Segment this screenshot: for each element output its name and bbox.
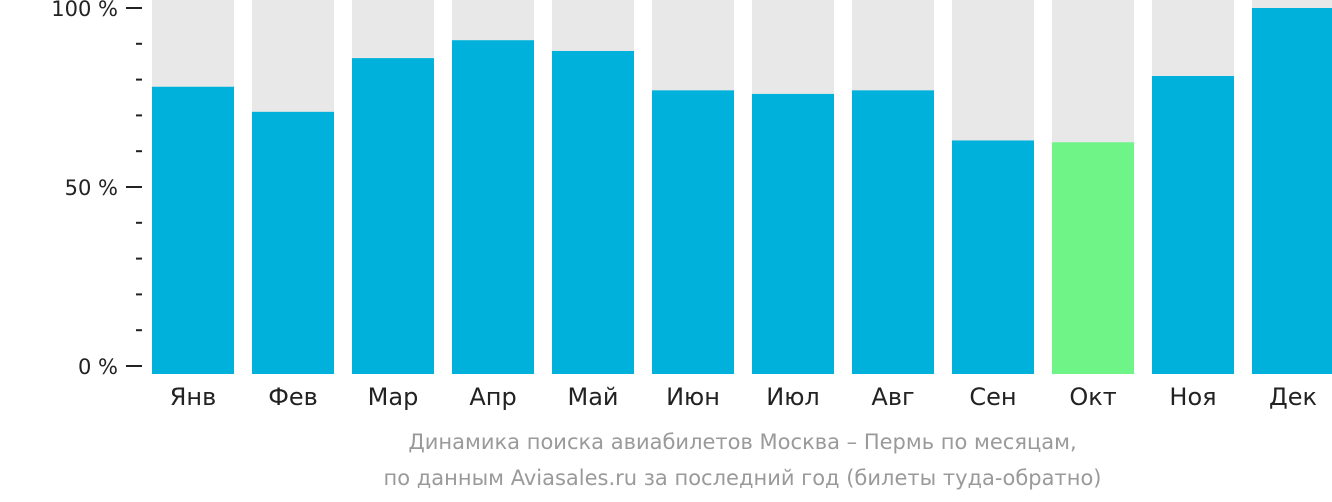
x-tick-label-4: Апр	[469, 383, 516, 411]
x-tick-label-12: Дек	[1269, 383, 1317, 411]
bar-9	[952, 140, 1034, 374]
x-tick-label-7: Июл	[766, 383, 820, 411]
x-tick-label-2: Фев	[268, 383, 318, 411]
bar-10	[1052, 142, 1134, 374]
chart-caption-line-1: Динамика поиска авиабилетов Москва – Пер…	[408, 430, 1077, 454]
x-axis-labels: Янв Фев Мар Апр Май Июн Июл Авг Сен Окт Ноя Дек	[170, 383, 1317, 411]
x-tick-label-11: Ноя	[1169, 383, 1216, 411]
x-tick-label-10: Окт	[1069, 383, 1116, 411]
bar-1	[152, 86, 234, 374]
x-tick-label-8: Авг	[871, 383, 914, 411]
y-tick-label-3: 100 %	[51, 0, 118, 21]
x-tick-label-3: Мар	[368, 383, 419, 411]
bar-8	[852, 90, 934, 374]
bars-group	[152, 0, 1332, 375]
y-axis: 0 % 50 % 100 %	[51, 0, 142, 379]
bar-2	[252, 111, 334, 374]
bar-5	[552, 50, 634, 375]
x-tick-label-9: Сен	[969, 383, 1016, 411]
bar-4	[452, 40, 534, 374]
y-tick-label-2: 50 %	[65, 176, 118, 200]
bar-3	[352, 58, 434, 375]
y-tick-label-1: 0 %	[78, 355, 118, 379]
x-tick-label-1: Янв	[170, 383, 217, 411]
bar-12	[1252, 8, 1332, 374]
x-tick-label-6: Июн	[666, 383, 720, 411]
bar-11	[1152, 76, 1234, 375]
bar-6	[652, 90, 734, 374]
chart-caption-line-2: по данным Aviasales.ru за последний год …	[383, 466, 1102, 490]
bar-7	[752, 93, 834, 375]
x-tick-label-5: Май	[567, 383, 618, 411]
